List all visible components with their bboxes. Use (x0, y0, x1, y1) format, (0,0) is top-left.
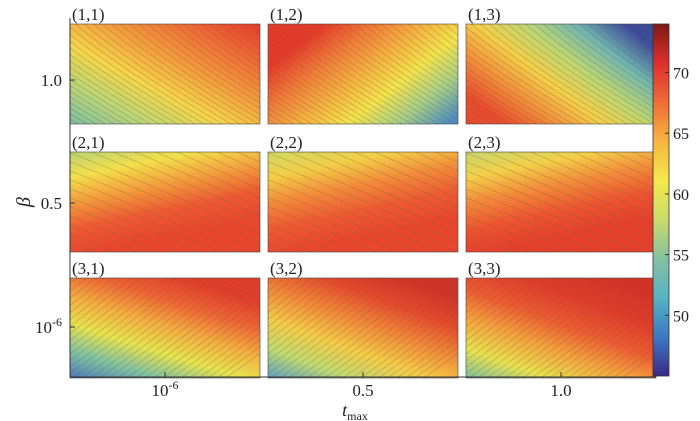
panel-label: (3,1) (72, 259, 105, 278)
colorbar: 50 55 60 65 70 (652, 23, 689, 377)
panel-frame (267, 23, 459, 125)
x-tick-label: 1.0 (550, 381, 571, 400)
colorbar-tick-label: 55 (673, 248, 689, 265)
colorbar-tick-label: 50 (673, 308, 689, 325)
contour-field (70, 152, 260, 252)
panel-1-2: (1,2) (267, 5, 459, 125)
panel-label: (3,2) (270, 259, 303, 278)
contour-field (268, 152, 458, 252)
colorbar-tick-label: 65 (673, 126, 689, 143)
y-tick-label: 1.0 (41, 71, 62, 90)
panel-1-1: (1,1) (69, 5, 261, 125)
contour-lines (466, 24, 656, 124)
contour-field (466, 24, 656, 124)
panel-frame (267, 277, 459, 379)
contour-lines (70, 24, 260, 124)
contour-field (70, 24, 260, 124)
colorbar-tick-label: 70 (673, 66, 689, 83)
contour-field (70, 278, 260, 378)
y-axis-label: β (13, 197, 35, 208)
contour-field (268, 24, 458, 124)
panel-label: (2,3) (468, 133, 501, 152)
panel-3-2: (3,2) (267, 259, 459, 379)
panel-label: (3,3) (468, 259, 501, 278)
panel-2-2: (2,2) (267, 133, 459, 253)
contour-lines (70, 152, 260, 252)
panel-frame (267, 151, 459, 253)
panel-2-3: (2,3) (465, 133, 657, 253)
panel-3-1: (3,1) (69, 259, 261, 379)
contour-lines (466, 152, 656, 252)
y-tick-label: 0.5 (41, 194, 62, 213)
panel-label: (2,1) (72, 133, 105, 152)
contour-field (466, 278, 656, 378)
contour-lines (268, 24, 458, 124)
y-tick-label: 10-6 (35, 315, 62, 337)
panel-label: (2,2) (270, 133, 303, 152)
panel-1-3: (1,3) (465, 5, 657, 125)
contour-field (466, 152, 656, 252)
panel-label: (1,3) (468, 5, 501, 24)
colorbar-tick-label: 60 (673, 187, 689, 204)
panel-label: (1,1) (72, 5, 105, 24)
x-tick-label: 0.5 (352, 381, 373, 400)
x-tick-label: 10-6 (152, 378, 179, 400)
contour-lines (268, 152, 458, 252)
x-axis-label: tmax (342, 400, 368, 421)
colorbar-gradient (652, 23, 670, 377)
panel-label: (1,2) (270, 5, 303, 24)
contour-field (268, 278, 458, 378)
x-axis: 10-6 0.5 1.0 (70, 372, 656, 400)
